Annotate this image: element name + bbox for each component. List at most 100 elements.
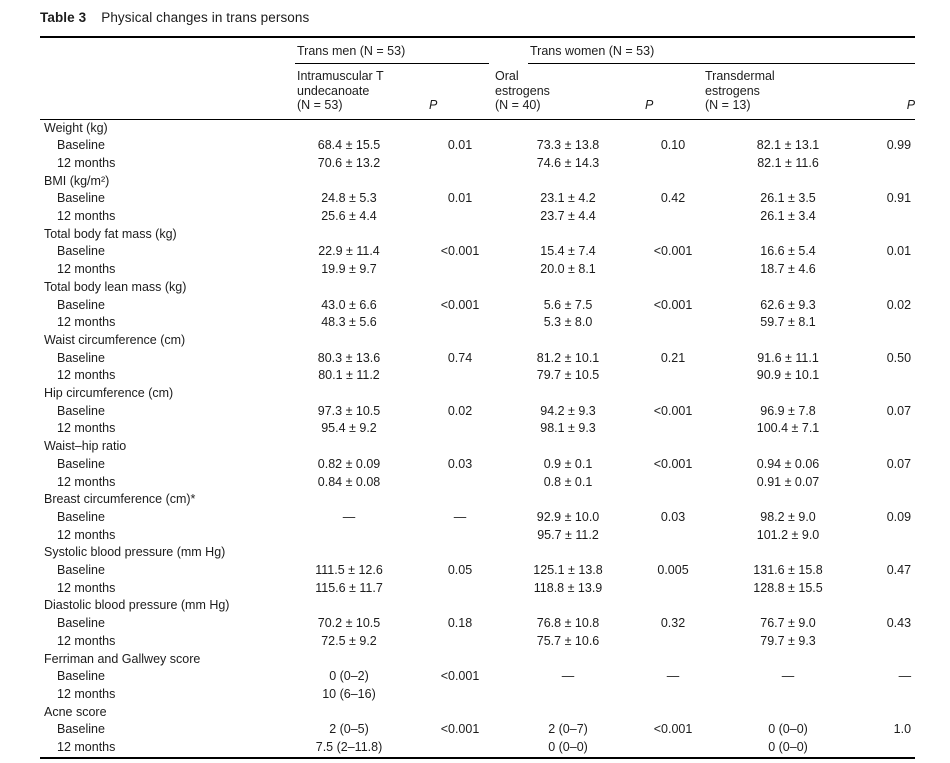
value-oral-estrogens-cell: 125.1 ± 13.8 bbox=[533, 563, 603, 578]
value-intramuscular-cell: 24.8 ± 5.3 bbox=[321, 191, 377, 206]
value-transdermal-cell: — bbox=[781, 669, 795, 684]
section-row: Ferriman and Gallwey score bbox=[40, 651, 915, 669]
table-row: Baseline — — 92.9 ± 10.0 0.03 98.2 ± 9.0 0.09 bbox=[40, 509, 915, 527]
row-label: 12 months bbox=[57, 368, 116, 383]
col-header-p-oral: P bbox=[643, 64, 704, 120]
value-intramuscular-cell: 0 (0–2) bbox=[329, 669, 369, 684]
p-value-oral-cell bbox=[643, 155, 703, 173]
table-row: 12 months 95.4 ± 9.2 98.1 ± 9.3 100.4 ± 7.1 bbox=[40, 420, 915, 438]
table-row: 12 months 95.7 ± 11.2 101.2 ± 9.0 bbox=[40, 527, 915, 545]
p-value-transdermal-cell: 0.47 bbox=[886, 563, 912, 578]
p-value-trans-men-cell: 0.03 bbox=[447, 456, 473, 471]
row-label: Baseline bbox=[57, 509, 105, 524]
value-intramuscular-cell: 70.2 ± 10.5 bbox=[317, 616, 381, 631]
section-row: Weight (kg) bbox=[40, 119, 915, 137]
p-value-trans-men-cell bbox=[427, 208, 493, 226]
p-value-trans-men-cell: <0.001 bbox=[440, 722, 480, 737]
p-value-trans-men-cell: 0.01 bbox=[447, 191, 473, 206]
section-label: Total body fat mass (kg) bbox=[44, 226, 177, 241]
value-transdermal-cell: 90.9 ± 10.1 bbox=[756, 368, 820, 383]
p-value-oral-cell: <0.001 bbox=[653, 722, 693, 737]
p-value-transdermal-cell bbox=[853, 155, 915, 173]
p-value-oral-cell bbox=[643, 580, 703, 598]
p-value-transdermal-cell: 0.43 bbox=[886, 616, 912, 631]
p-value-transdermal-cell bbox=[853, 474, 915, 492]
section-row: Hip circumference (cm) bbox=[40, 385, 915, 403]
p-value-trans-men-cell bbox=[427, 420, 493, 438]
value-oral-estrogens-cell: 2 (0–7) bbox=[548, 722, 588, 737]
p-value-trans-men-cell: — bbox=[453, 509, 467, 524]
section-row: Diastolic blood pressure (mm Hg) bbox=[40, 597, 915, 615]
p-value-transdermal-cell: 0.50 bbox=[886, 350, 912, 365]
value-transdermal-cell: 79.7 ± 9.3 bbox=[760, 633, 816, 648]
value-transdermal-cell: 62.6 ± 9.3 bbox=[760, 297, 816, 312]
section-label: Waist–hip ratio bbox=[44, 439, 127, 454]
value-intramuscular-cell: 25.6 ± 4.4 bbox=[321, 209, 377, 224]
value-intramuscular-cell: 111.5 ± 12.6 bbox=[315, 563, 383, 578]
value-oral-estrogens-cell: 79.7 ± 10.5 bbox=[536, 368, 600, 383]
section-label: Total body lean mass (kg) bbox=[44, 279, 187, 294]
p-value-trans-men-cell: 0.01 bbox=[447, 138, 473, 153]
value-transdermal-cell: 131.6 ± 15.8 bbox=[753, 563, 823, 578]
row-label: Baseline bbox=[57, 669, 105, 684]
p-value-oral-cell bbox=[643, 208, 703, 226]
table-row: Baseline 43.0 ± 6.6 <0.001 5.6 ± 7.5 <0.001 6… bbox=[40, 297, 915, 315]
value-transdermal-cell: 0.91 ± 0.07 bbox=[756, 474, 820, 489]
value-transdermal-cell: 96.9 ± 7.8 bbox=[760, 403, 816, 418]
p-value-trans-men-cell: 0.05 bbox=[447, 563, 473, 578]
row-label: 12 months bbox=[57, 315, 116, 330]
section-label: Diastolic blood pressure (mm Hg) bbox=[44, 598, 230, 613]
value-oral-estrogens-cell: 0.9 ± 0.1 bbox=[543, 456, 593, 471]
p-value-oral-cell: <0.001 bbox=[653, 403, 693, 418]
section-row: Breast circumference (cm)* bbox=[40, 491, 915, 509]
table-row: Baseline 111.5 ± 12.6 0.05 125.1 ± 13.8 0.00… bbox=[40, 562, 915, 580]
value-transdermal-cell: 100.4 ± 7.1 bbox=[756, 421, 820, 436]
p-value-trans-men-cell bbox=[427, 739, 493, 758]
p-value-oral-cell: 0.10 bbox=[660, 138, 686, 153]
value-oral-estrogens-cell: 94.2 ± 9.3 bbox=[540, 403, 596, 418]
table-row: 12 months 0.84 ± 0.08 0.8 ± 0.1 0.91 ± 0.07 bbox=[40, 474, 915, 492]
value-oral-estrogens-cell: 0 (0–0) bbox=[548, 740, 588, 755]
value-transdermal-cell: 128.8 ± 15.5 bbox=[753, 580, 823, 595]
table-number: Table 3 bbox=[40, 10, 87, 25]
table-row: Baseline 2 (0–5) <0.001 2 (0–7) <0.001 0 (0–0… bbox=[40, 721, 915, 739]
col-header-p-trans-men: P bbox=[427, 64, 494, 120]
group-trans-women: Trans women (N = 53) bbox=[493, 37, 916, 64]
row-label: 12 months bbox=[57, 633, 116, 648]
value-intramuscular-cell: 115.6 ± 11.7 bbox=[315, 580, 383, 595]
p-value-transdermal-cell bbox=[853, 314, 915, 332]
value-transdermal-cell: 101.2 ± 9.0 bbox=[756, 527, 820, 542]
value-oral-estrogens-cell: 5.6 ± 7.5 bbox=[543, 297, 593, 312]
table-row: 12 months 115.6 ± 11.7 118.8 ± 13.9 128.8 ±… bbox=[40, 580, 915, 598]
section-label: Acne score bbox=[44, 704, 107, 719]
table-row: Baseline 68.4 ± 15.5 0.01 73.3 ± 13.8 0.10 82… bbox=[40, 137, 915, 155]
section-label: Breast circumference (cm)* bbox=[44, 492, 196, 507]
p-value-oral-cell bbox=[643, 527, 703, 545]
value-intramuscular-cell bbox=[295, 527, 427, 545]
value-intramuscular-cell: 0.84 ± 0.08 bbox=[317, 474, 381, 489]
table-row: 12 months 70.6 ± 13.2 74.6 ± 14.3 82.1 ± 11… bbox=[40, 155, 915, 173]
value-transdermal-cell: 0.94 ± 0.06 bbox=[756, 456, 820, 471]
p-value-trans-men-cell: <0.001 bbox=[440, 297, 480, 312]
value-transdermal-cell: 26.1 ± 3.4 bbox=[760, 209, 816, 224]
value-intramuscular-cell: 48.3 ± 5.6 bbox=[321, 315, 377, 330]
col-header-oral-estrogens: Oral estrogens (N = 40) bbox=[493, 64, 644, 120]
group-trans-men: Trans men (N = 53) bbox=[295, 37, 493, 64]
p-value-trans-men-cell bbox=[427, 633, 493, 651]
value-transdermal-cell: 98.2 ± 9.0 bbox=[760, 509, 816, 524]
value-transdermal-cell: 82.1 ± 13.1 bbox=[756, 138, 820, 153]
p-value-transdermal-cell: 0.01 bbox=[886, 244, 912, 259]
value-intramuscular-cell: 72.5 ± 9.2 bbox=[321, 633, 377, 648]
table-row: 12 months 80.1 ± 11.2 79.7 ± 10.5 90.9 ± 10… bbox=[40, 367, 915, 385]
table-row: 12 months 19.9 ± 9.7 20.0 ± 8.1 18.7 ± 4.6 bbox=[40, 261, 915, 279]
p-value-trans-men-cell: 0.74 bbox=[447, 350, 473, 365]
p-value-trans-men-cell: <0.001 bbox=[440, 244, 480, 259]
section-row: Systolic blood pressure (mm Hg) bbox=[40, 544, 915, 562]
p-value-transdermal-cell bbox=[853, 261, 915, 279]
section-row: Acne score bbox=[40, 704, 915, 722]
row-label: Baseline bbox=[57, 297, 105, 312]
p-value-trans-men-cell bbox=[427, 261, 493, 279]
value-intramuscular-cell: 97.3 ± 10.5 bbox=[317, 403, 381, 418]
p-value-transdermal-cell: — bbox=[898, 669, 912, 684]
p-value-oral-cell bbox=[643, 367, 703, 385]
